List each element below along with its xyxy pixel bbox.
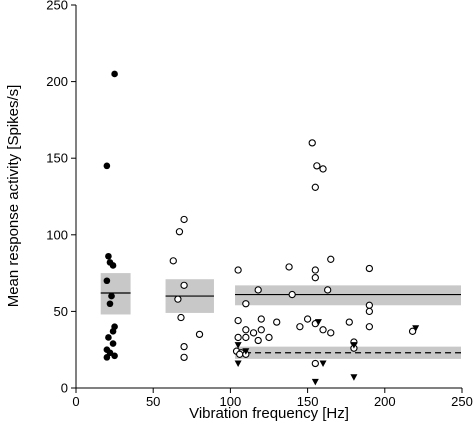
data-point-filled-circle — [103, 354, 111, 361]
data-point-open-circle — [303, 315, 312, 323]
data-point-open-circle — [311, 266, 319, 274]
data-point-open-circle — [242, 300, 250, 308]
data-point-open-circle — [311, 359, 319, 368]
data-point-filled-circle — [109, 328, 117, 335]
data-point-filled-circle — [111, 70, 118, 78]
data-point-filled-circle — [103, 277, 111, 285]
data-point-open-circle — [327, 329, 335, 337]
data-point-open-circle — [169, 257, 177, 265]
y-axis-label: Mean response activity [Spikes/s] — [5, 85, 22, 308]
data-point-triangle-down — [314, 319, 322, 326]
ticks-layer: 0 50 100 150 200 250 0 50 100 150 200 250 — [46, 0, 473, 409]
data-point-open-circle — [254, 336, 262, 345]
x-tick-label: 150 — [297, 394, 319, 409]
data-point-open-circle — [288, 290, 296, 299]
points-layer — [103, 70, 420, 386]
data-point-open-circle — [319, 326, 327, 334]
data-point-filled-circle — [108, 292, 115, 300]
bands-layer — [100, 273, 461, 359]
data-point-triangle-down — [350, 342, 358, 349]
y-tick-label: 100 — [46, 227, 68, 242]
iqr-band-3 — [235, 285, 461, 306]
data-point-triangle-down — [412, 325, 420, 332]
data-point-filled-circle — [109, 262, 117, 269]
data-point-open-circle — [296, 323, 304, 331]
y-tick-label: 50 — [54, 304, 68, 319]
data-point-open-circle — [265, 333, 273, 342]
data-point-open-circle — [257, 326, 265, 334]
median-lines-layer — [100, 292, 461, 354]
data-point-open-circle — [234, 266, 242, 274]
y-tick-label: 200 — [46, 74, 68, 89]
data-point-filled-circle — [103, 162, 111, 170]
data-point-open-circle — [175, 228, 184, 236]
x-tick-label: 200 — [374, 394, 396, 409]
data-point-open-circle — [242, 326, 250, 334]
data-point-open-circle — [273, 318, 281, 326]
data-point-open-circle — [195, 330, 204, 339]
data-point-open-circle — [308, 139, 316, 147]
data-point-open-circle — [242, 333, 250, 342]
data-point-triangle-down — [319, 360, 327, 367]
data-point-filled-circle — [105, 252, 112, 260]
data-point-triangle-down — [350, 374, 358, 381]
data-point-open-circle — [327, 255, 335, 263]
data-point-triangle-down — [234, 360, 242, 367]
data-point-open-circle — [313, 162, 321, 170]
data-point-filled-circle — [111, 352, 118, 360]
data-point-triangle-down — [311, 378, 319, 386]
y-tick-label: 0 — [61, 381, 68, 396]
data-point-open-circle — [180, 215, 188, 224]
data-point-open-circle — [234, 316, 242, 325]
data-point-open-circle — [249, 329, 258, 337]
data-point-open-circle — [311, 183, 319, 191]
data-point-open-circle — [345, 318, 353, 326]
x-tick-label: 0 — [72, 394, 79, 409]
data-point-open-circle — [234, 333, 242, 342]
data-point-filled-circle — [109, 340, 117, 347]
data-point-filled-circle — [106, 300, 114, 308]
data-point-open-circle — [254, 286, 262, 294]
data-point-open-circle — [180, 353, 188, 362]
y-tick-label: 250 — [46, 0, 68, 13]
y-tick-label: 150 — [46, 151, 68, 166]
data-point-open-circle — [319, 165, 327, 173]
data-point-open-circle — [180, 342, 188, 351]
data-point-filled-circle — [105, 334, 112, 341]
x-tick-label: 100 — [220, 394, 242, 409]
data-point-triangle-down — [234, 342, 242, 349]
data-point-open-circle — [365, 307, 374, 316]
x-tick-label: 50 — [146, 394, 160, 409]
x-tick-label: 250 — [451, 394, 473, 409]
data-point-open-circle — [324, 286, 332, 294]
data-point-triangle-down — [242, 348, 250, 355]
x-axis-label: Vibration frequency [Hz] — [189, 405, 349, 422]
data-point-open-circle — [180, 281, 188, 290]
data-point-open-circle — [365, 323, 374, 331]
data-point-open-circle — [285, 263, 293, 271]
data-point-open-circle — [177, 313, 185, 322]
data-point-open-circle — [365, 301, 374, 309]
data-point-open-circle — [236, 350, 244, 358]
data-point-open-circle — [365, 264, 374, 273]
data-point-open-circle — [257, 315, 265, 323]
data-point-open-circle — [311, 274, 319, 282]
data-point-open-circle — [174, 295, 182, 303]
